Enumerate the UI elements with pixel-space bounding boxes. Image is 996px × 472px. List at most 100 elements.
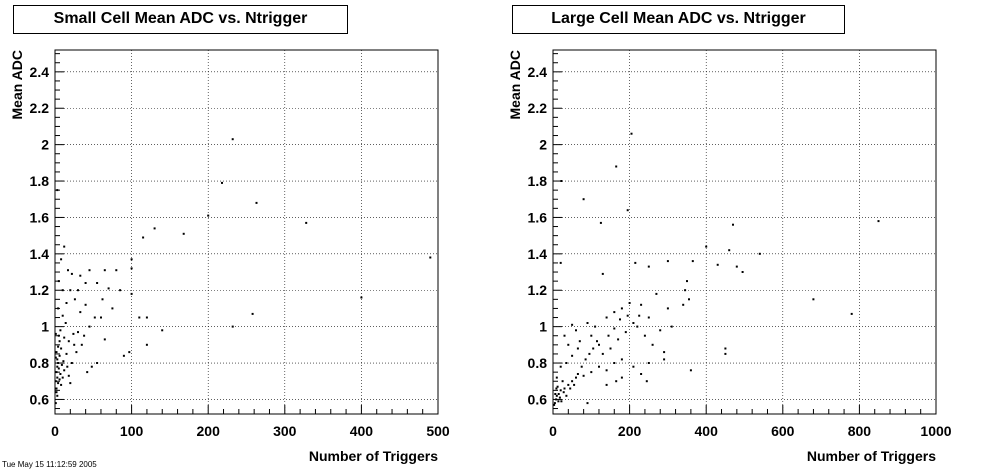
data-point (145, 343, 148, 346)
data-point (65, 302, 68, 304)
data-point (632, 365, 635, 368)
data-point (60, 258, 63, 261)
data-point (73, 298, 76, 301)
y-tick-label: 1 (41, 319, 49, 335)
x-tick-label: 1000 (920, 423, 951, 439)
data-point (741, 271, 744, 273)
data-point (119, 289, 122, 292)
y-tick-label: 1.6 (528, 209, 548, 225)
data-point (69, 382, 72, 385)
data-point (598, 343, 600, 346)
data-point (632, 322, 635, 324)
data-point (182, 232, 185, 235)
data-point (617, 338, 620, 341)
data-point (582, 374, 585, 377)
data-point (57, 367, 60, 370)
data-point (724, 347, 727, 350)
data-point (221, 181, 223, 184)
data-point (569, 387, 572, 390)
data-point (634, 261, 637, 264)
data-point (103, 269, 106, 272)
data-point (686, 280, 688, 283)
footer-timestamp: Tue May 15 11:12:59 2005 (2, 460, 97, 469)
data-point (130, 267, 133, 270)
data-point (626, 209, 629, 212)
data-point (586, 402, 589, 405)
data-point (558, 396, 561, 399)
data-point (58, 340, 61, 343)
data-point (684, 289, 687, 292)
y-tick-label: 2 (41, 137, 49, 153)
data-point (79, 311, 82, 314)
y-tick-label: 1.4 (528, 246, 548, 262)
data-point (161, 329, 164, 332)
data-point (93, 316, 96, 319)
data-point (57, 345, 60, 348)
data-point (615, 380, 618, 383)
data-point (598, 365, 600, 368)
data-point (555, 387, 558, 390)
data-point (60, 383, 63, 386)
data-point (728, 249, 731, 252)
data-point (638, 314, 641, 317)
data-point (79, 274, 82, 277)
data-point (592, 347, 595, 350)
y-tick-label: 1.8 (30, 173, 50, 189)
data-point (553, 403, 556, 406)
y-tick-label: 1.4 (30, 246, 50, 262)
data-point (563, 387, 566, 390)
data-point (77, 331, 79, 334)
data-point (557, 400, 560, 403)
data-point (86, 371, 89, 374)
data-point (655, 292, 658, 295)
data-point (732, 223, 734, 226)
data-point (560, 180, 563, 182)
data-point (607, 334, 610, 337)
data-point (613, 311, 616, 314)
data-point (557, 393, 560, 395)
data-point (58, 378, 61, 381)
data-point (84, 303, 87, 306)
data-point (61, 314, 64, 317)
data-point (84, 282, 87, 284)
data-point (57, 382, 60, 385)
data-point (556, 385, 559, 388)
x-tick-label: 0 (51, 423, 59, 439)
data-point (559, 389, 562, 392)
data-point (555, 394, 558, 397)
data-point (601, 352, 604, 355)
data-point (55, 351, 58, 354)
data-point (57, 307, 60, 310)
data-point (60, 363, 63, 366)
data-point (251, 312, 254, 315)
data-point (69, 289, 72, 292)
data-point (605, 369, 608, 372)
data-point (63, 336, 66, 339)
data-point (63, 245, 66, 248)
data-point (96, 362, 99, 364)
data-point (578, 340, 581, 343)
data-point (571, 323, 574, 326)
y-tick-label: 1.2 (528, 282, 548, 298)
data-point (67, 269, 69, 272)
y-tick-label: 1.2 (30, 282, 50, 298)
data-point (666, 307, 669, 310)
data-point (605, 316, 608, 319)
data-point (605, 383, 608, 386)
data-point (54, 332, 57, 335)
data-point (63, 369, 66, 372)
data-point (128, 351, 131, 354)
data-point (107, 287, 110, 290)
plot-frame (54, 49, 439, 415)
data-point (561, 380, 564, 383)
data-point (682, 303, 685, 306)
data-point (73, 343, 76, 346)
data-point (88, 325, 91, 328)
data-point (724, 352, 727, 355)
data-point (647, 362, 650, 364)
x-tick-label: 300 (273, 423, 297, 439)
chart-2-title: Large Cell Mean ADC vs. Ntrigger (512, 5, 845, 34)
data-point (651, 343, 654, 346)
data-point (647, 316, 650, 319)
data-point (90, 365, 93, 368)
